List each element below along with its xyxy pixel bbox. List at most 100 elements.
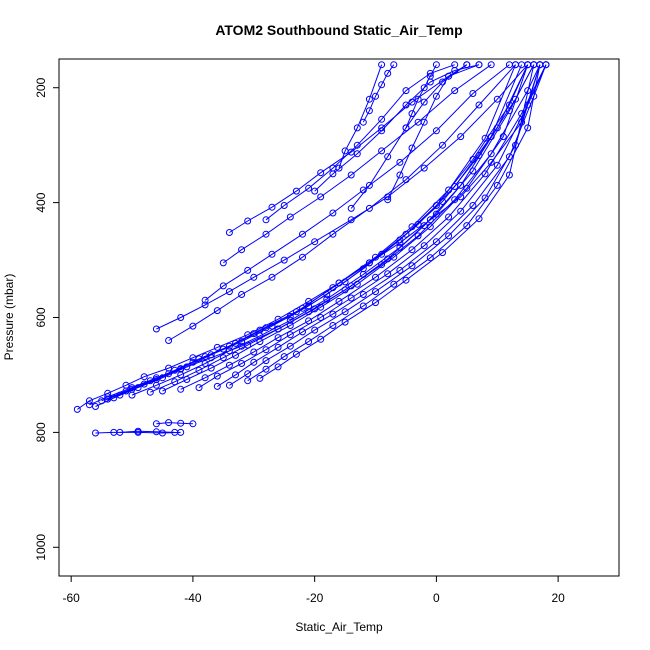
- data-point: [445, 72, 453, 80]
- data-point: [225, 342, 233, 350]
- data-point: [280, 353, 288, 361]
- x-tick-label: -20: [306, 591, 324, 605]
- data-point: [420, 242, 428, 250]
- data-point: [426, 223, 434, 231]
- data-point: [402, 101, 410, 109]
- data-point: [378, 61, 386, 69]
- data-point: [347, 216, 355, 224]
- data-point: [244, 266, 252, 274]
- data-point: [353, 124, 361, 132]
- data-point: [372, 288, 379, 296]
- data-point: [250, 330, 258, 338]
- y-tick-label: 600: [34, 307, 48, 327]
- data-point: [463, 184, 471, 192]
- data-point: [286, 213, 294, 221]
- data-point: [390, 280, 398, 288]
- data-point: [475, 101, 483, 109]
- series-line: [162, 64, 529, 392]
- data-point: [299, 253, 306, 261]
- data-point: [505, 171, 513, 179]
- data-point: [140, 380, 148, 388]
- data-point: [189, 358, 197, 366]
- data-point: [305, 184, 313, 192]
- data-point: [219, 345, 227, 353]
- data-point: [384, 196, 392, 204]
- data-point: [475, 61, 483, 69]
- series-profile: [152, 419, 197, 428]
- data-point: [402, 276, 410, 284]
- data-point: [469, 90, 477, 97]
- data-point: [317, 335, 325, 343]
- data-point: [85, 401, 93, 409]
- series-profile: [73, 61, 544, 413]
- data-point: [378, 81, 386, 89]
- data-point: [225, 347, 233, 355]
- data-point: [244, 370, 252, 378]
- data-point: [359, 291, 367, 298]
- data-point: [232, 371, 239, 379]
- series-line: [198, 64, 547, 389]
- data-point: [408, 223, 416, 231]
- data-point: [219, 282, 227, 290]
- series-line: [259, 64, 535, 379]
- series-line: [101, 64, 535, 402]
- data-point: [85, 397, 93, 405]
- series-line: [95, 431, 181, 434]
- series-line: [338, 64, 383, 169]
- data-point: [213, 382, 221, 390]
- series-line: [77, 64, 541, 410]
- data-point: [292, 308, 300, 316]
- series-line: [229, 64, 541, 386]
- x-axis-label: Static_Air_Temp: [295, 620, 383, 634]
- x-axis: -60 -40 -20 0 20: [63, 576, 565, 605]
- data-point: [152, 376, 160, 383]
- data-point: [201, 353, 209, 361]
- data-point: [201, 296, 209, 304]
- data-point: [420, 98, 428, 106]
- data-point: [390, 253, 398, 261]
- data-point: [481, 134, 489, 142]
- data-point: [305, 338, 313, 346]
- data-point: [420, 118, 428, 126]
- data-point: [432, 238, 440, 246]
- data-point: [499, 133, 507, 141]
- data-point: [195, 384, 203, 392]
- data-point: [463, 222, 471, 230]
- data-point: [414, 220, 422, 228]
- y-tick-label: 400: [34, 192, 48, 212]
- data-point: [475, 215, 483, 223]
- series-profile: [335, 61, 386, 172]
- data-point: [262, 230, 270, 238]
- data-point: [207, 364, 215, 372]
- data-point: [365, 204, 373, 212]
- series-profile: [146, 61, 544, 396]
- data-point: [365, 107, 373, 115]
- x-tick-label: -60: [63, 591, 81, 605]
- data-point: [317, 314, 325, 321]
- data-point: [372, 273, 379, 281]
- data-point: [493, 95, 501, 103]
- series-profile: [92, 428, 185, 437]
- data-point: [225, 229, 233, 236]
- series-line: [180, 64, 547, 390]
- data-point: [432, 92, 440, 100]
- series-profile: [177, 61, 550, 393]
- data-point: [262, 216, 270, 224]
- data-point: [408, 144, 416, 152]
- series-line: [204, 64, 510, 301]
- series-line: [362, 64, 395, 123]
- data-point: [189, 420, 197, 428]
- series-line: [107, 64, 516, 400]
- plot-frame: [58, 58, 620, 577]
- data-point: [457, 193, 465, 201]
- data-point: [445, 186, 453, 194]
- data-point: [372, 92, 379, 100]
- data-point: [353, 141, 361, 149]
- series-line: [314, 64, 480, 192]
- y-tick-label: 200: [34, 77, 48, 97]
- data-point: [396, 171, 404, 179]
- data-point: [280, 256, 288, 264]
- x-tick-label: -40: [184, 591, 202, 605]
- data-point: [341, 318, 349, 326]
- data-point: [92, 403, 99, 410]
